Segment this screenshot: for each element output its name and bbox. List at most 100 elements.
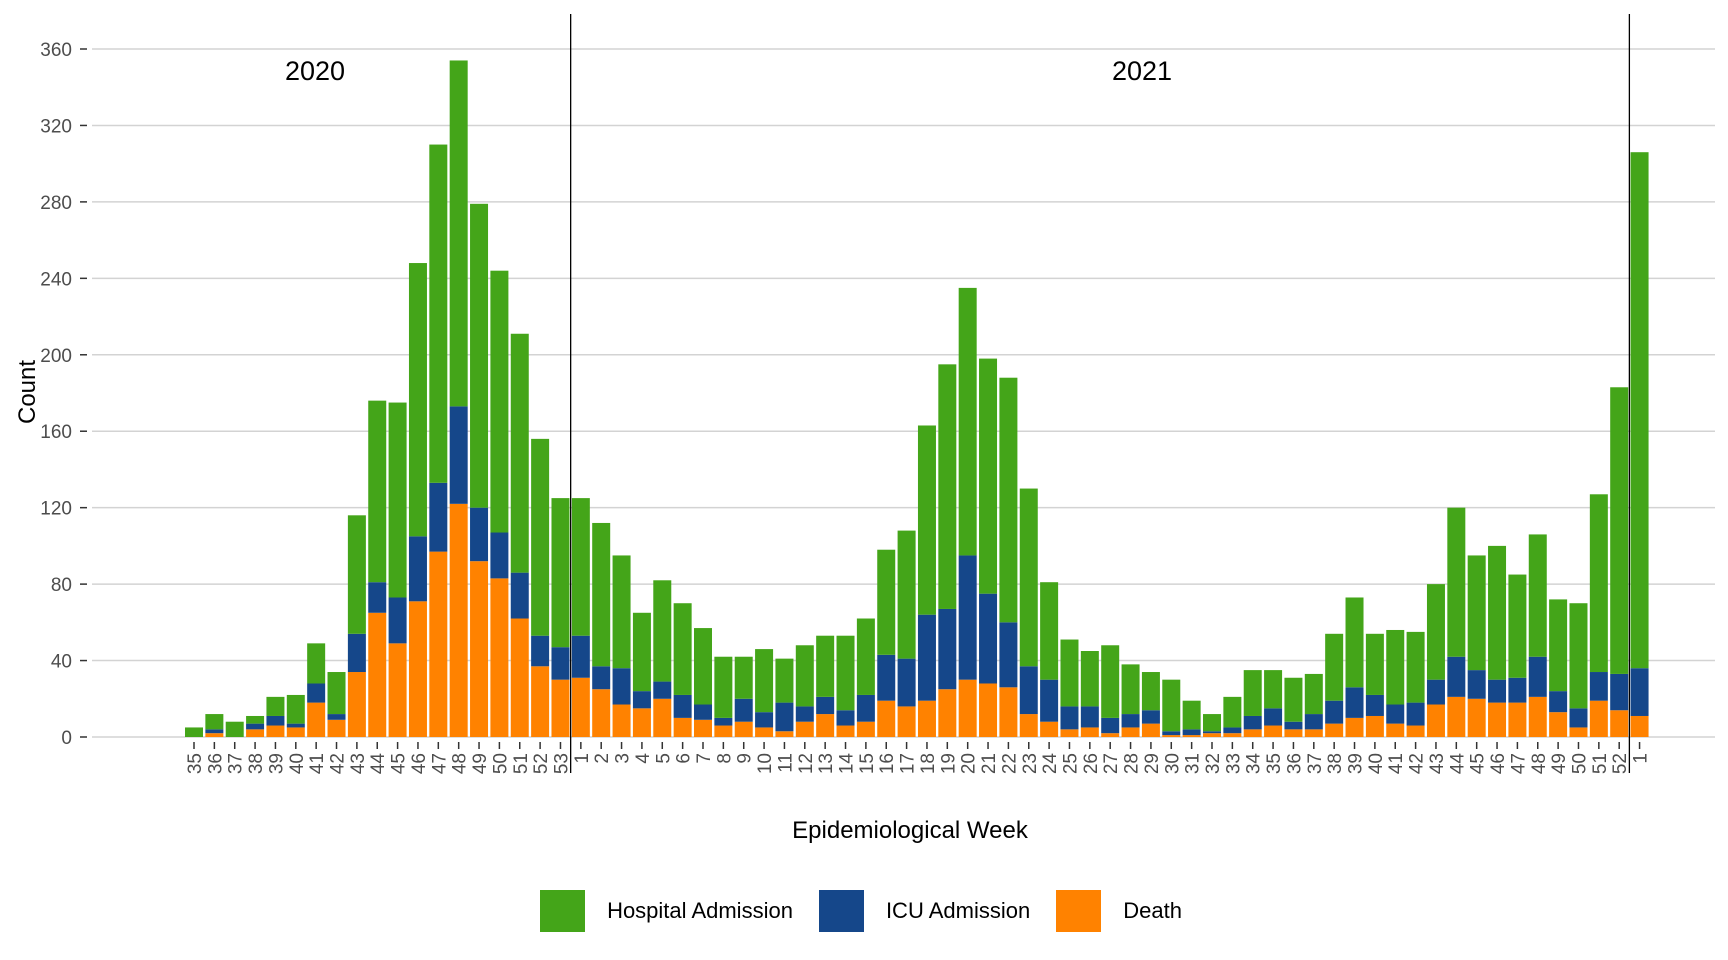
x-tick-label: 9 — [735, 753, 756, 764]
bar-icu-admission — [673, 694, 692, 718]
bar-icu-admission — [246, 723, 265, 730]
bar-death — [1203, 733, 1221, 737]
y-axis: 0 40 80 120 160 200 240 280 320 360 — [40, 40, 87, 749]
bar-hospital-admission — [897, 530, 916, 659]
bar-hospital-admission — [307, 643, 326, 684]
bar-icu-admission — [205, 729, 224, 734]
x-tick-label: 46 — [409, 753, 430, 774]
bar-icu-admission — [1203, 731, 1221, 734]
bar-death — [205, 733, 224, 737]
bar-hospital-admission — [836, 635, 855, 711]
bar-hospital-admission — [368, 400, 387, 583]
x-axis-title: Epidemiological Week — [792, 817, 1029, 844]
x-tick-label: 49 — [470, 753, 491, 774]
bar-hospital-admission — [408, 263, 427, 537]
bars — [185, 60, 1649, 737]
bar-death — [897, 706, 916, 737]
bar-hospital-admission — [1101, 645, 1120, 718]
x-tick-label: 48 — [450, 753, 471, 774]
x-tick-label: 52 — [531, 753, 552, 774]
bar-hospital-admission — [266, 696, 285, 716]
bar-icu-admission — [1101, 717, 1120, 734]
bar-icu-admission — [1345, 687, 1364, 718]
bar-hospital-admission — [938, 364, 957, 609]
bar-hospital-admission — [795, 645, 814, 707]
x-tick-label: 52 — [1610, 753, 1631, 774]
bar-icu-admission — [612, 668, 631, 705]
x-tick-label: 36 — [205, 753, 226, 774]
bar-icu-admission — [1121, 714, 1140, 728]
bar-death — [1264, 725, 1283, 737]
bar-hospital-admission — [917, 425, 936, 615]
bar-death — [1589, 700, 1608, 737]
bar-hospital-admission — [1264, 670, 1283, 709]
bar-hospital-admission — [429, 144, 448, 483]
bar-hospital-admission — [205, 714, 224, 730]
bar-icu-admission — [1223, 727, 1242, 734]
bar-death — [408, 601, 427, 737]
bar-hospital-admission — [1182, 700, 1201, 730]
bar-icu-admission — [592, 666, 611, 690]
bar-death — [286, 727, 305, 737]
bar-icu-admission — [1325, 700, 1344, 724]
x-tick-label: 8 — [714, 753, 735, 764]
x-tick-label: 1 — [572, 753, 593, 764]
bar-hospital-admission — [490, 270, 509, 533]
bar-hospital-admission — [1060, 639, 1079, 707]
bar-hospital-admission — [612, 555, 631, 669]
bar-icu-admission — [1304, 714, 1323, 730]
x-tick-label: 43 — [348, 753, 369, 774]
bar-death — [694, 719, 712, 737]
legend-swatch-death — [1056, 890, 1102, 932]
bar-death — [307, 702, 326, 737]
bar-death — [673, 717, 692, 737]
x-tick-label: 14 — [837, 753, 858, 775]
x-tick-label: 39 — [1346, 753, 1367, 774]
bar-icu-admission — [734, 698, 753, 722]
bar-icu-admission — [429, 482, 448, 552]
bar-icu-admission — [327, 714, 346, 720]
x-tick-label: 23 — [1020, 753, 1041, 774]
x-tick-label: 42 — [328, 753, 349, 774]
bar-icu-admission — [999, 622, 1018, 688]
bar-hospital-admission — [775, 658, 794, 703]
x-tick-label: 10 — [755, 753, 776, 774]
bar-icu-admission — [1040, 679, 1059, 722]
bar-icu-admission — [1630, 668, 1649, 716]
x-tick-label: 28 — [1122, 753, 1143, 774]
bar-icu-admission — [1569, 708, 1588, 728]
bar-icu-admission — [490, 532, 509, 579]
bar-hospital-admission — [1162, 679, 1181, 732]
x-tick-label: 37 — [1305, 753, 1326, 774]
bar-hospital-admission — [1508, 574, 1527, 678]
bar-icu-admission — [571, 635, 590, 678]
y-tick-label: 160 — [40, 422, 72, 443]
bar-icu-admission — [1182, 729, 1201, 736]
bar-icu-admission — [1264, 708, 1283, 726]
x-tick-label: 18 — [918, 753, 939, 774]
x-tick-label: 44 — [1447, 753, 1468, 775]
x-tick-label: 16 — [877, 753, 898, 774]
bar-hospital-admission — [551, 498, 570, 648]
legend-item-icu-admission: ICU Admission — [818, 890, 1036, 932]
x-tick-label: 39 — [266, 753, 287, 774]
bar-death — [1141, 723, 1160, 737]
x-tick-label: 33 — [1223, 753, 1244, 774]
legend-swatch-hospital — [540, 890, 586, 932]
x-tick-label: 44 — [368, 753, 389, 775]
bar-hospital-admission — [531, 438, 550, 636]
bar-death — [266, 725, 285, 737]
bar-death — [836, 725, 855, 737]
x-tick-label: 13 — [816, 753, 837, 774]
bar-icu-admission — [1406, 702, 1425, 726]
bar-hospital-admission — [1121, 664, 1140, 715]
bar-death — [734, 721, 753, 737]
x-tick-label: 35 — [185, 753, 206, 774]
bar-icu-admission — [307, 683, 326, 703]
bar-icu-admission — [816, 696, 835, 715]
bar-hospital-admission — [1223, 696, 1242, 728]
x-tick-label: 19 — [938, 753, 959, 774]
x-tick-label: 45 — [389, 753, 410, 774]
bar-icu-admission — [286, 723, 305, 728]
bar-death — [612, 704, 631, 737]
